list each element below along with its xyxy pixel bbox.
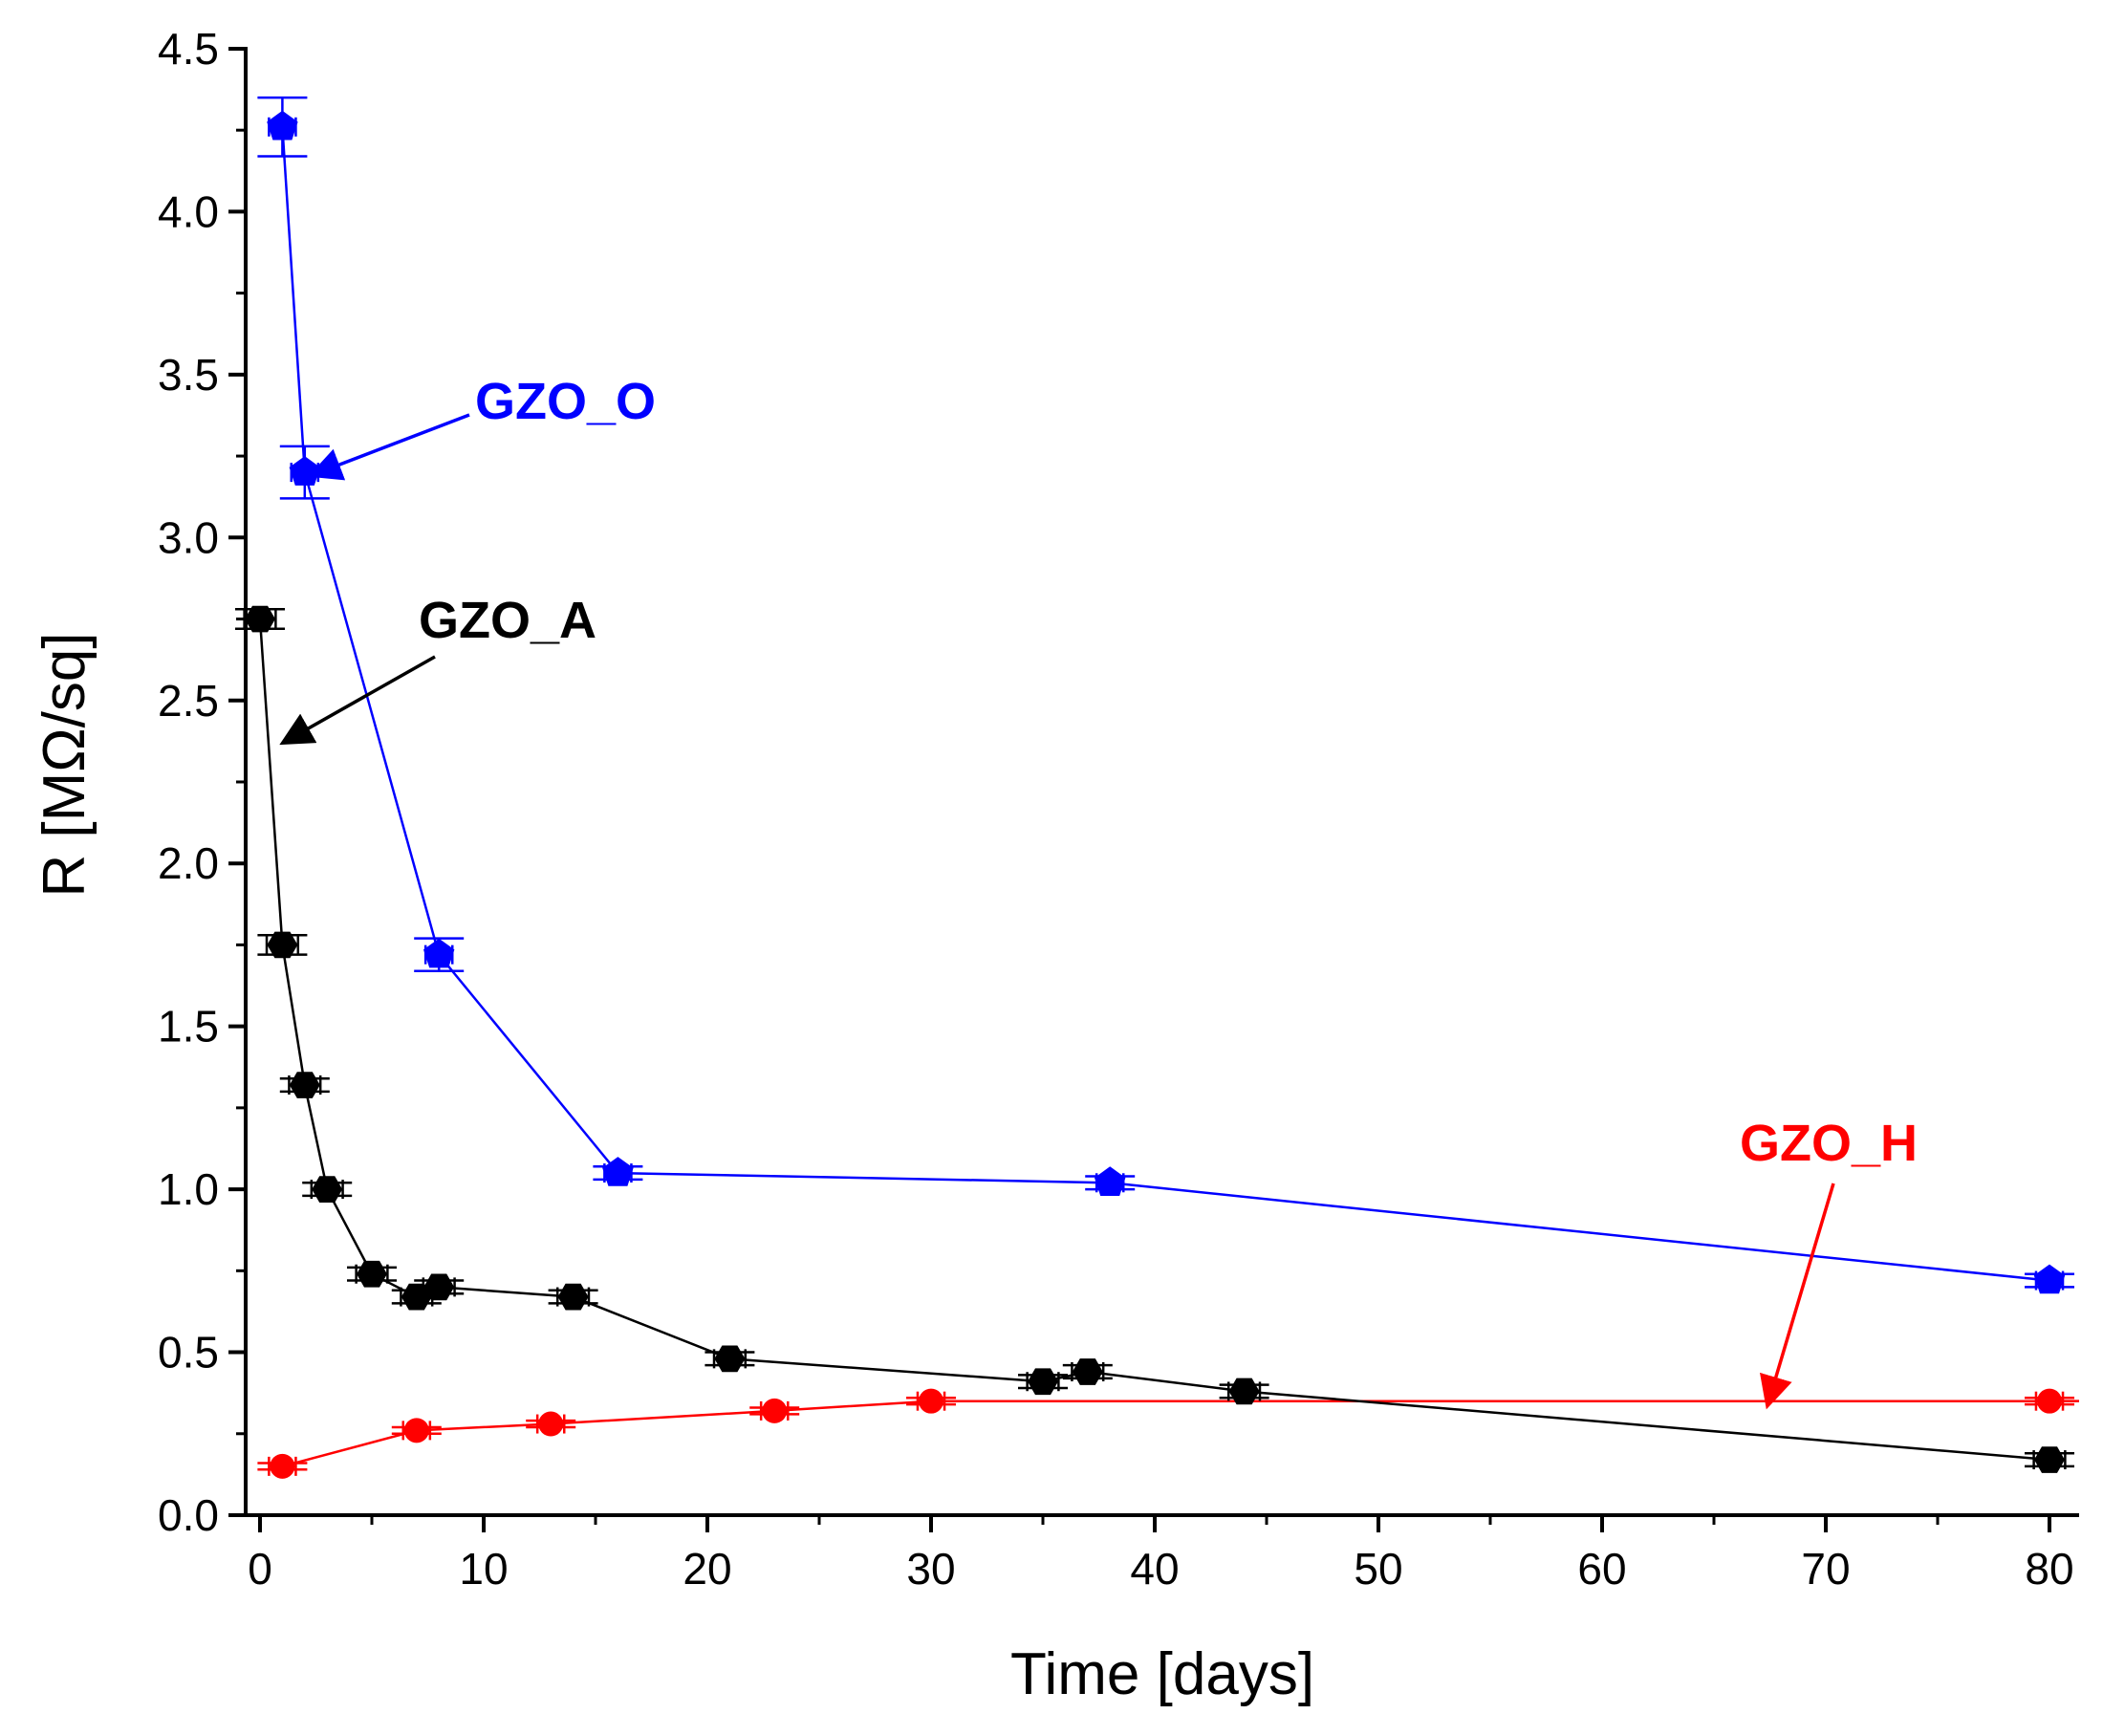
ticks-layer: 0 10 20 30 40 50 60 70 80 0.0 0.5 1.0 1.5 2.0 2.5 3.0 3.… bbox=[158, 24, 2074, 1594]
y-tick-label: 0.0 bbox=[158, 1490, 219, 1540]
series-gzo-a bbox=[235, 605, 2074, 1473]
data-point bbox=[267, 110, 298, 141]
data-point bbox=[919, 1388, 943, 1414]
data-point bbox=[267, 931, 298, 959]
series-line-gzo-h bbox=[282, 1400, 2049, 1468]
data-point bbox=[357, 1260, 387, 1288]
y-tick-label: 2.0 bbox=[158, 838, 219, 888]
annotation-arrow-gzo-h bbox=[1759, 1183, 1835, 1410]
series-line-gzo-a bbox=[258, 618, 2050, 1462]
y-tick-label: 4.0 bbox=[158, 186, 219, 236]
y-tick-label: 4.5 bbox=[158, 24, 219, 74]
data-point bbox=[245, 605, 275, 633]
data-point bbox=[2033, 1264, 2066, 1294]
data-point bbox=[403, 1418, 429, 1443]
data-point bbox=[602, 1157, 634, 1186]
y-tick-label: 3.5 bbox=[158, 350, 219, 400]
series-layer bbox=[235, 96, 2079, 1479]
x-tick-label: 0 bbox=[248, 1544, 272, 1594]
data-point bbox=[2037, 1388, 2062, 1414]
y-tick-label: 1.0 bbox=[158, 1164, 219, 1214]
series-gzo-h bbox=[257, 1388, 2079, 1479]
annotation-layer: GZO_O GZO_A GZO_H bbox=[279, 373, 1918, 1410]
data-point bbox=[270, 1453, 295, 1479]
x-tick-label: 30 bbox=[906, 1544, 955, 1594]
annotation-arrow-gzo-a bbox=[279, 655, 436, 746]
data-point bbox=[538, 1411, 564, 1437]
data-point bbox=[312, 1176, 343, 1203]
data-point bbox=[423, 938, 455, 968]
y-tick-label: 2.5 bbox=[158, 676, 219, 726]
data-point bbox=[423, 1273, 455, 1301]
x-tick-label: 60 bbox=[1577, 1544, 1626, 1594]
x-tick-label: 80 bbox=[2025, 1544, 2073, 1594]
data-point bbox=[289, 1072, 320, 1098]
x-axis-title: Time [days] bbox=[1010, 1641, 1314, 1707]
series-label-gzo-h: GZO_H bbox=[1740, 1115, 1918, 1172]
y-tick-label: 0.5 bbox=[158, 1328, 219, 1378]
x-tick-label: 10 bbox=[459, 1544, 508, 1594]
series-label-gzo-o: GZO_O bbox=[475, 373, 656, 430]
data-point bbox=[289, 456, 320, 486]
x-tick-label: 70 bbox=[1801, 1544, 1850, 1594]
data-point bbox=[762, 1398, 788, 1423]
series-line-gzo-o bbox=[281, 126, 2050, 1282]
y-axis-title: R [MΩ/sq] bbox=[32, 632, 98, 897]
data-point bbox=[714, 1345, 746, 1373]
data-point bbox=[557, 1283, 589, 1311]
y-tick-label: 3.0 bbox=[158, 512, 219, 562]
series-label-gzo-a: GZO_A bbox=[419, 592, 596, 649]
x-tick-label: 20 bbox=[683, 1544, 731, 1594]
y-tick-label: 1.5 bbox=[158, 1002, 219, 1052]
data-point bbox=[1028, 1368, 1058, 1396]
data-point bbox=[2034, 1446, 2065, 1473]
data-point bbox=[1072, 1358, 1103, 1385]
x-tick-label: 50 bbox=[1354, 1544, 1402, 1594]
data-point bbox=[1095, 1166, 1126, 1196]
data-point bbox=[1228, 1378, 1260, 1405]
annotation-arrow-gzo-o bbox=[308, 413, 470, 481]
x-tick-label: 40 bbox=[1130, 1544, 1179, 1594]
